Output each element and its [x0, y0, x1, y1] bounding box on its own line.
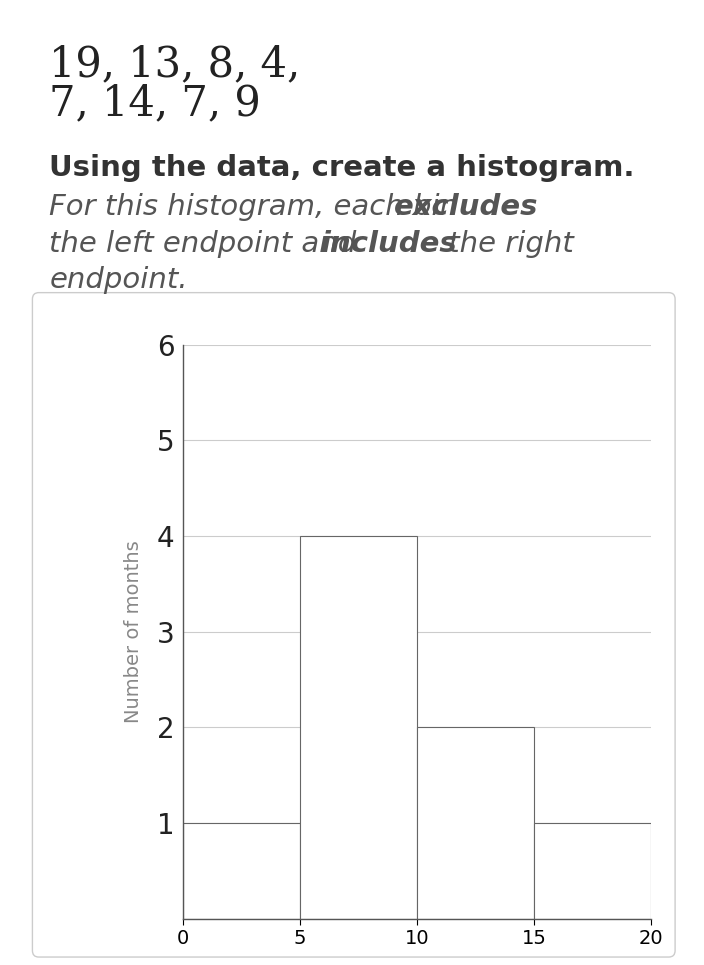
Bar	[300, 536, 417, 919]
Bar	[183, 823, 300, 919]
Text: For this histogram, each bin: For this histogram, each bin	[49, 193, 467, 221]
Y-axis label: Number of months: Number of months	[124, 540, 143, 723]
Bar	[417, 728, 534, 919]
Text: 7, 14, 7, 9: 7, 14, 7, 9	[49, 82, 261, 124]
Text: excludes: excludes	[394, 193, 539, 221]
Text: Using the data, create a histogram.: Using the data, create a histogram.	[49, 154, 635, 182]
Text: the right: the right	[439, 230, 574, 258]
Bar	[534, 823, 651, 919]
Text: includes: includes	[320, 230, 456, 258]
Text: the left endpoint and: the left endpoint and	[49, 230, 366, 258]
FancyBboxPatch shape	[32, 292, 675, 957]
Text: 19, 13, 8, 4,: 19, 13, 8, 4,	[49, 43, 301, 86]
Text: endpoint.: endpoint.	[49, 266, 188, 294]
